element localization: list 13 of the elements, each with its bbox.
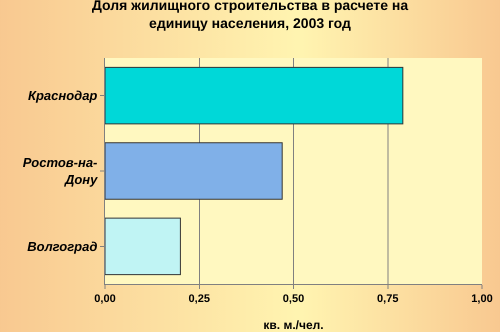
y-tick-label: Ростов-на- Дону bbox=[22, 155, 98, 187]
bar bbox=[105, 66, 404, 124]
bar bbox=[105, 218, 181, 276]
x-tick-label: 0,50 bbox=[282, 293, 304, 306]
y-tick-label: Волгоград bbox=[27, 238, 98, 254]
x-tick-label: 1,00 bbox=[471, 293, 493, 306]
y-tick-label: Краснодар bbox=[28, 88, 98, 104]
x-tick-label: 0,00 bbox=[94, 293, 116, 306]
bar bbox=[105, 142, 283, 200]
x-tick-label: 0,75 bbox=[377, 293, 398, 306]
x-tick-label: 0,25 bbox=[188, 293, 210, 306]
x-axis-title: кв. м./чел. bbox=[263, 318, 324, 332]
chart-title: Доля жилищного строительства в расчете на единицу населения, 2003 год bbox=[92, 0, 408, 32]
